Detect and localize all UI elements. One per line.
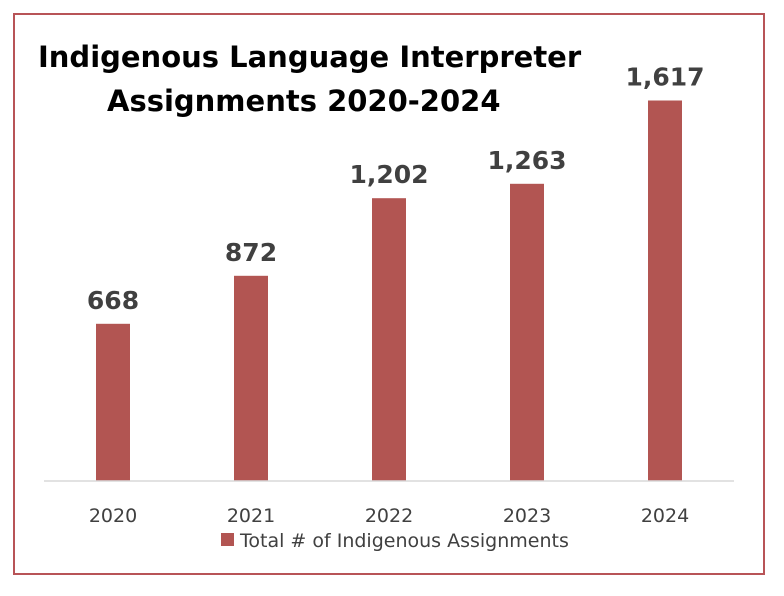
legend: Total # of Indigenous Assignments xyxy=(221,530,569,552)
tick-label-2023: 2023 xyxy=(503,505,551,527)
legend-label: Total # of Indigenous Assignments xyxy=(239,530,569,552)
data-label-2021: 872 xyxy=(225,238,277,267)
bar-2021 xyxy=(234,275,268,481)
data-label-2023: 1,263 xyxy=(487,146,566,175)
data-label-2020: 668 xyxy=(87,286,139,315)
data-label-2022: 1,202 xyxy=(349,160,428,189)
chart-title-line-1: Indigenous Language Interpreter xyxy=(38,40,582,74)
bar-series xyxy=(96,100,682,482)
tick-label-2021: 2021 xyxy=(227,505,275,527)
tick-label-2020: 2020 xyxy=(89,505,137,527)
bar-2023 xyxy=(510,183,544,482)
data-label-2024: 1,617 xyxy=(625,63,704,92)
legend-swatch xyxy=(221,533,234,546)
x-axis-tick-labels: 2020 2021 2022 2023 2024 xyxy=(89,505,689,527)
tick-label-2022: 2022 xyxy=(365,505,413,527)
tick-label-2024: 2024 xyxy=(641,505,689,527)
bar-2022 xyxy=(372,198,406,481)
bar-2024 xyxy=(648,100,682,481)
chart-title-line-2: Assignments 2020-2024 xyxy=(107,84,501,118)
data-labels: 668 872 1,202 1,263 1,617 xyxy=(87,63,705,315)
bar-2020 xyxy=(96,323,130,481)
